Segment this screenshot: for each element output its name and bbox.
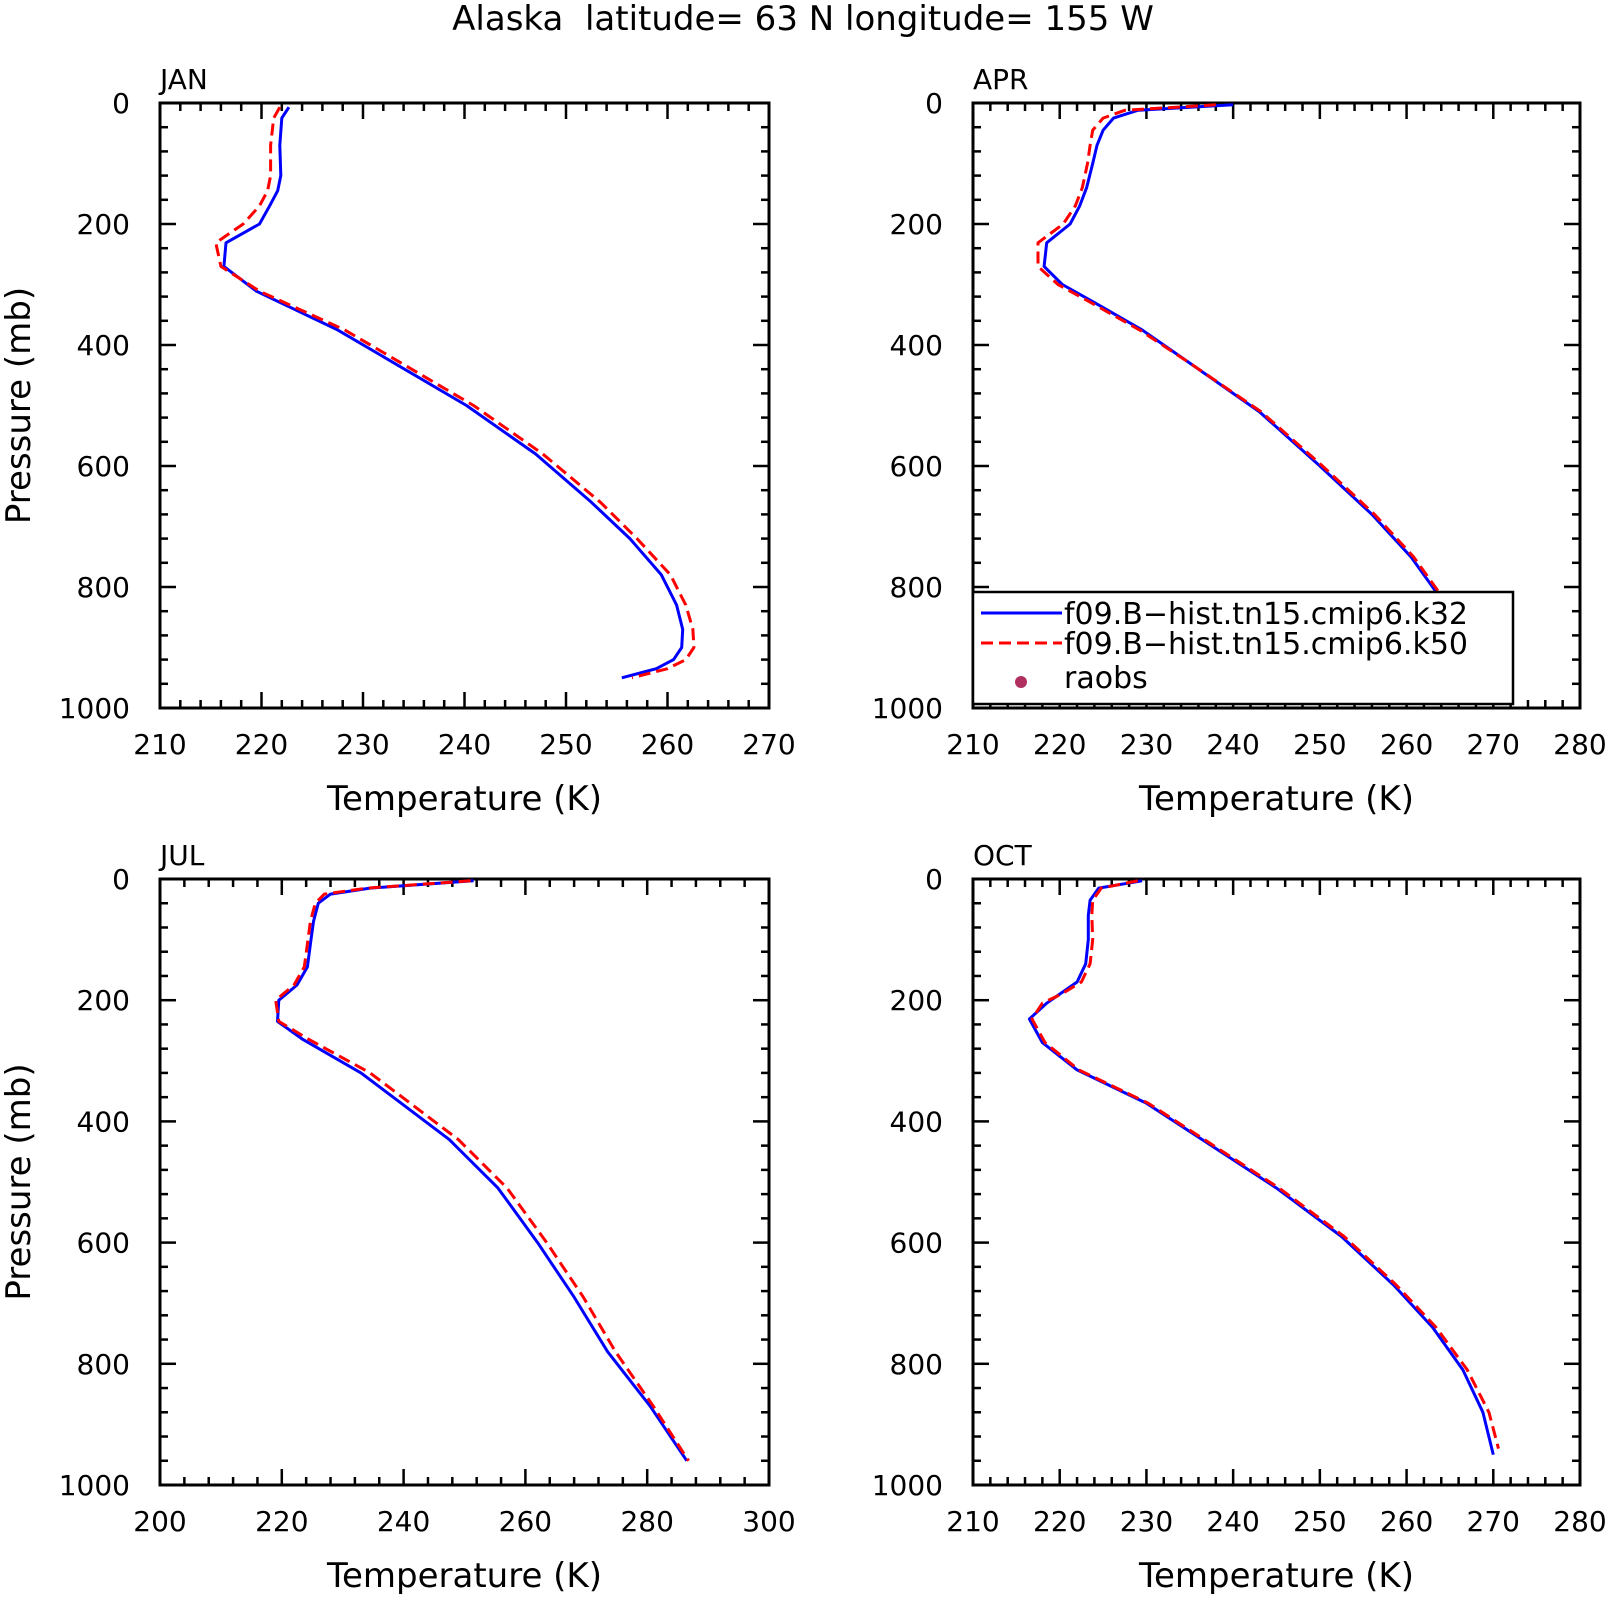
panel-label: APR: [973, 63, 1029, 96]
legend-label: raobs: [1064, 661, 1148, 696]
y-tick-label: 1000: [59, 692, 130, 725]
y-tick-label: 200: [890, 984, 943, 1017]
y-tick-label: 400: [890, 329, 943, 362]
y-tick-label: 200: [77, 208, 130, 241]
x-tick-label: 230: [336, 728, 389, 761]
plot-frame: [158, 101, 771, 710]
x-tick-label: 250: [539, 728, 592, 761]
plot-frame: [158, 877, 771, 1487]
x-tick-label: 200: [133, 1505, 186, 1538]
y-tick-label: 1000: [872, 1469, 943, 1502]
y-axis-label: Pressure (mb): [0, 1063, 39, 1300]
series-line-k50: [214, 106, 696, 680]
figure-title: Alaska latitude= 63 N longitude= 155 W: [452, 0, 1154, 39]
y-tick-label: 800: [77, 571, 130, 604]
y-tick-label: 0: [112, 863, 130, 896]
x-tick-label: 220: [255, 1505, 308, 1538]
y-tick-label: 600: [890, 450, 943, 483]
y-tick-label: 800: [890, 1348, 943, 1381]
series-line-k32: [276, 879, 689, 1462]
x-axis-label: Temperature (K): [1138, 1556, 1414, 1596]
legend-box: [971, 590, 1515, 706]
panel-label: JAN: [158, 63, 208, 96]
series-line-k50: [1030, 879, 1500, 1449]
x-tick-label: 230: [1120, 728, 1173, 761]
x-tick-label: 300: [742, 1505, 795, 1538]
x-axis-label: Temperature (K): [326, 1556, 602, 1596]
x-tick-label: 240: [377, 1505, 430, 1538]
y-tick-label: 400: [890, 1105, 943, 1138]
y-axis-label: Pressure (mb): [0, 287, 39, 524]
plot-frame: [971, 877, 1582, 1487]
legend-label: f09.B−hist.tn15.cmip6.k32: [1064, 597, 1468, 632]
x-tick-label: 250: [1293, 728, 1346, 761]
chart-panel-apr: 210 220 230 240 250 260 270 280 0 200 400 600 800 100…: [872, 63, 1606, 819]
panel-label: OCT: [973, 839, 1033, 872]
y-tick-label: 800: [890, 571, 943, 604]
y-tick-label: 1000: [872, 692, 943, 725]
series-line-k32: [1042, 103, 1499, 679]
x-tick-label: 280: [620, 1505, 673, 1538]
y-tick-label: 200: [77, 984, 130, 1017]
chart-panel-oct: 210 220 230 240 250 260 270 280 0 200 400 600 800 100…: [872, 839, 1606, 1596]
series-line-k50: [1036, 103, 1502, 679]
y-tick-label: 800: [77, 1348, 130, 1381]
y-tick-label: 1000: [59, 1469, 130, 1502]
y-tick-label: 400: [77, 1105, 130, 1138]
legend-label: f09.B−hist.tn15.cmip6.k50: [1064, 627, 1468, 662]
x-tick-label: 210: [946, 1505, 999, 1538]
x-tick-label: 260: [1380, 1505, 1433, 1538]
series-line-k50: [274, 879, 690, 1462]
x-tick-label: 220: [235, 728, 288, 761]
x-tick-label: 260: [641, 728, 694, 761]
x-tick-label: 260: [499, 1505, 552, 1538]
x-tick-label: 220: [1033, 1505, 1086, 1538]
x-tick-label: 250: [1293, 1505, 1346, 1538]
x-tick-label: 280: [1553, 1505, 1606, 1538]
y-tick-label: 0: [925, 87, 943, 120]
y-tick-label: 600: [77, 450, 130, 483]
x-tick-label: 210: [946, 728, 999, 761]
x-tick-label: 240: [438, 728, 491, 761]
x-tick-label: 210: [133, 728, 186, 761]
y-tick-label: 200: [890, 208, 943, 241]
x-tick-label: 280: [1553, 728, 1606, 761]
x-tick-label: 230: [1120, 1505, 1173, 1538]
series-line-k32: [1027, 879, 1495, 1456]
y-tick-label: 600: [77, 1227, 130, 1260]
chart-panel-jan: 210 220 230 240 250 260 270 0 200 400 600 800 1000 JA…: [0, 63, 796, 819]
y-tick-label: 0: [925, 863, 943, 896]
y-tick-label: 400: [77, 329, 130, 362]
chart-panel-jul: 200 220 240 260 280 300 0 200 400 600 800 1000 JUL Te…: [0, 839, 796, 1596]
x-tick-label: 220: [1033, 728, 1086, 761]
x-tick-label: 240: [1206, 1505, 1259, 1538]
x-tick-label: 240: [1206, 728, 1259, 761]
legend-marker-raobs: [1015, 676, 1027, 688]
x-tick-label: 270: [742, 728, 795, 761]
y-tick-label: 600: [890, 1227, 943, 1260]
plot-frame: [971, 101, 1582, 710]
series-line-k32: [222, 106, 685, 680]
x-tick-label: 270: [1467, 1505, 1520, 1538]
x-axis-label: Temperature (K): [326, 779, 602, 819]
x-axis-label: Temperature (K): [1138, 779, 1414, 819]
panel-label: JUL: [158, 839, 205, 872]
x-tick-label: 260: [1380, 728, 1433, 761]
y-tick-label: 0: [112, 87, 130, 120]
x-tick-label: 270: [1467, 728, 1520, 761]
legend: f09.B−hist.tn15.cmip6.k32f09.B−hist.tn15…: [971, 590, 1515, 706]
